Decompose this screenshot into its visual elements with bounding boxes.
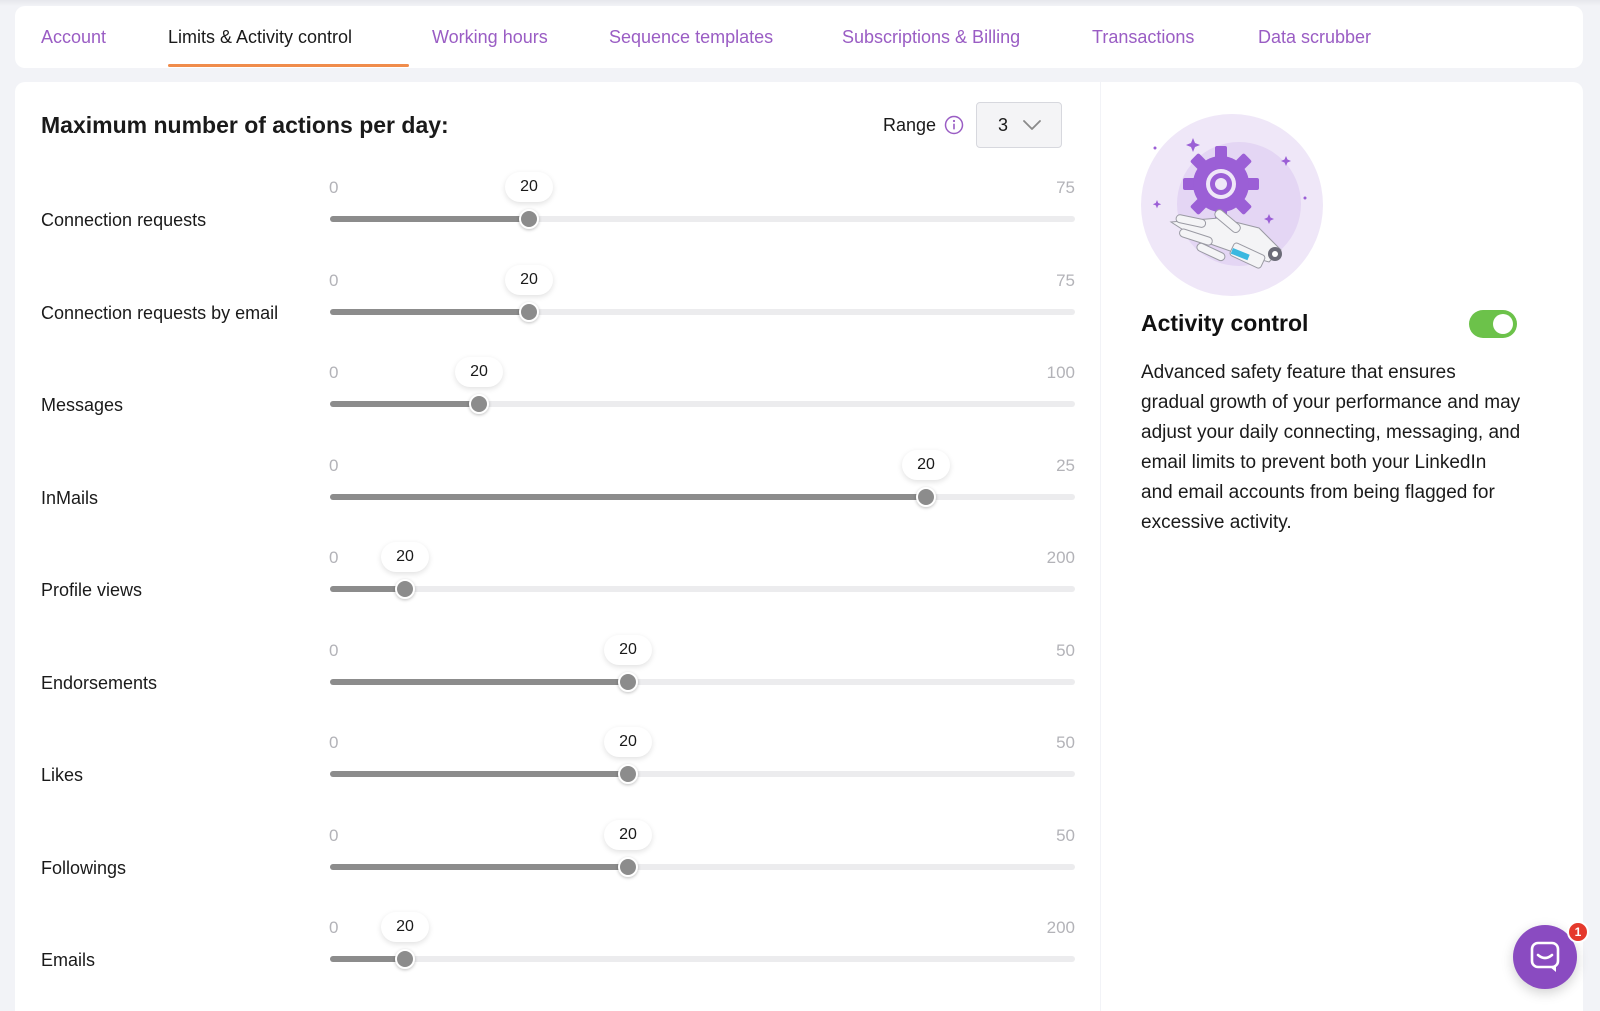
slider-min-label: 0	[329, 825, 339, 845]
slider-value-bubble: 20	[604, 819, 652, 850]
limit-row: Connection requests 0 75 20	[15, 162, 1100, 254]
limit-label: Endorsements	[41, 672, 158, 693]
limits-panel: Maximum number of actions per day: Range…	[15, 82, 1100, 1011]
slider-fill	[330, 678, 628, 685]
limit-row: Connection requests by email 0 75 20	[15, 255, 1100, 347]
slider-fill	[330, 956, 405, 962]
limit-label: Connection requests by email	[41, 302, 279, 323]
slider-max-label: 50	[1056, 733, 1075, 752]
tab-account[interactable]: Account	[41, 27, 107, 47]
slider-handle[interactable]	[519, 209, 539, 229]
tab-sequence-templates[interactable]: Sequence templates	[609, 27, 774, 47]
slider-min-label: 0	[329, 548, 339, 567]
limit-label: Profile views	[41, 580, 143, 600]
limit-label: Messages	[41, 395, 124, 415]
limit-label: Likes	[41, 765, 84, 785]
slider-min-label: 0	[329, 918, 339, 937]
slider-max-label: 200	[1046, 918, 1075, 937]
slider-max-label: 25	[1056, 455, 1075, 475]
slider-track[interactable]: 20	[330, 357, 1075, 414]
limits-title: Maximum number of actions per day:	[41, 112, 449, 138]
slider-max-label: 100	[1046, 363, 1075, 382]
range-label: Range	[883, 115, 937, 135]
slider-handle[interactable]	[618, 856, 638, 877]
activity-control-title: Activity control	[1141, 310, 1309, 336]
limit-label: InMails	[41, 487, 99, 508]
slider-fill	[330, 771, 628, 777]
top-edge	[0, 0, 1600, 6]
slider-min-label: 0	[329, 640, 339, 660]
limit-label: Connection requests	[41, 210, 207, 230]
slider-track[interactable]: 20	[330, 634, 1075, 692]
slider-value-bubble: 20	[604, 727, 652, 757]
slider-max-label: 75	[1056, 270, 1075, 290]
slider-fill	[330, 216, 529, 222]
limit-row: Messages 0 100 20	[15, 347, 1100, 439]
slider-min-label: 0	[329, 270, 339, 290]
slider-handle[interactable]	[618, 671, 638, 692]
chat-icon	[1530, 941, 1560, 972]
slider-fill	[330, 308, 529, 315]
chat-launcher-button[interactable]: 1	[1513, 921, 1589, 989]
slider-min-label: 0	[329, 733, 339, 752]
tab-subscriptions-billing[interactable]: Subscriptions & Billing	[842, 27, 1021, 47]
slider-max-label: 75	[1056, 178, 1075, 197]
limit-row: Followings 0 50 20	[15, 810, 1100, 902]
limit-row: Endorsements 0 50 20	[15, 625, 1100, 717]
slider-handle[interactable]	[519, 301, 539, 322]
notification-badge: 1	[1567, 921, 1589, 943]
limit-row: Profile views 0 200 20	[15, 532, 1100, 624]
tab-data-scrubber[interactable]: Data scrubber	[1258, 27, 1372, 47]
slider-track[interactable]: 20	[330, 819, 1075, 877]
slider-track[interactable]: 20	[330, 542, 1075, 599]
limit-label: Followings	[41, 857, 127, 878]
limit-row: Likes 0 50 20	[15, 717, 1100, 809]
range-select[interactable]: 3	[976, 102, 1062, 148]
slider-handle[interactable]	[395, 949, 415, 969]
activity-control-description: Advanced safety feature that ensures gra…	[1141, 362, 1521, 533]
slider-handle[interactable]	[916, 486, 936, 507]
slider-value-bubble: 20	[505, 172, 553, 202]
slider-value-bubble: 20	[505, 264, 553, 295]
active-tab-underline	[168, 64, 409, 67]
slider-fill	[330, 493, 926, 500]
toggle-knob	[1493, 314, 1513, 334]
slider-value-bubble: 20	[381, 542, 429, 572]
limit-row: InMails 0 25 20	[15, 440, 1100, 532]
slider-track[interactable]: 20	[330, 912, 1075, 969]
slider-value-bubble: 20	[902, 449, 950, 480]
slider-fill	[330, 401, 479, 407]
limit-row: Emails 0 200 20	[15, 902, 1100, 994]
range-value: 3	[998, 115, 1009, 135]
activity-control-panel: Activity control Advanced safety feature…	[1101, 82, 1583, 1011]
slider-max-label: 200	[1046, 548, 1075, 567]
slider-value-bubble: 20	[381, 912, 429, 942]
limit-label: Emails	[41, 950, 96, 970]
slider-min-label: 0	[329, 363, 339, 382]
info-icon[interactable]	[944, 115, 964, 135]
tab-transactions[interactable]: Transactions	[1092, 27, 1195, 47]
slider-handle[interactable]	[395, 579, 415, 599]
slider-fill	[330, 863, 628, 870]
slider-handle[interactable]	[618, 764, 638, 784]
chevron-down-icon	[1023, 120, 1041, 130]
slider-min-label: 0	[329, 178, 339, 197]
slider-max-label: 50	[1056, 640, 1075, 660]
slider-track[interactable]: 20	[330, 449, 1075, 507]
tab-working-hours[interactable]: Working hours	[432, 27, 548, 47]
tab-limits-activity-control[interactable]: Limits & Activity control	[168, 27, 353, 47]
slider-track[interactable]: 20	[330, 172, 1075, 229]
slider-track[interactable]: 20	[330, 264, 1075, 322]
slider-value-bubble: 20	[455, 357, 503, 387]
slider-fill	[330, 586, 405, 592]
slider-value-bubble: 20	[604, 634, 652, 665]
robot-hand-gear-illustration	[1141, 114, 1323, 296]
slider-track[interactable]: 20	[330, 727, 1075, 784]
activity-control-toggle[interactable]	[1469, 310, 1517, 338]
slider-min-label: 0	[329, 455, 339, 475]
slider-handle[interactable]	[469, 394, 489, 414]
slider-max-label: 50	[1056, 825, 1075, 845]
settings-tabs: Account Limits & Activity control Workin…	[15, 6, 1583, 68]
